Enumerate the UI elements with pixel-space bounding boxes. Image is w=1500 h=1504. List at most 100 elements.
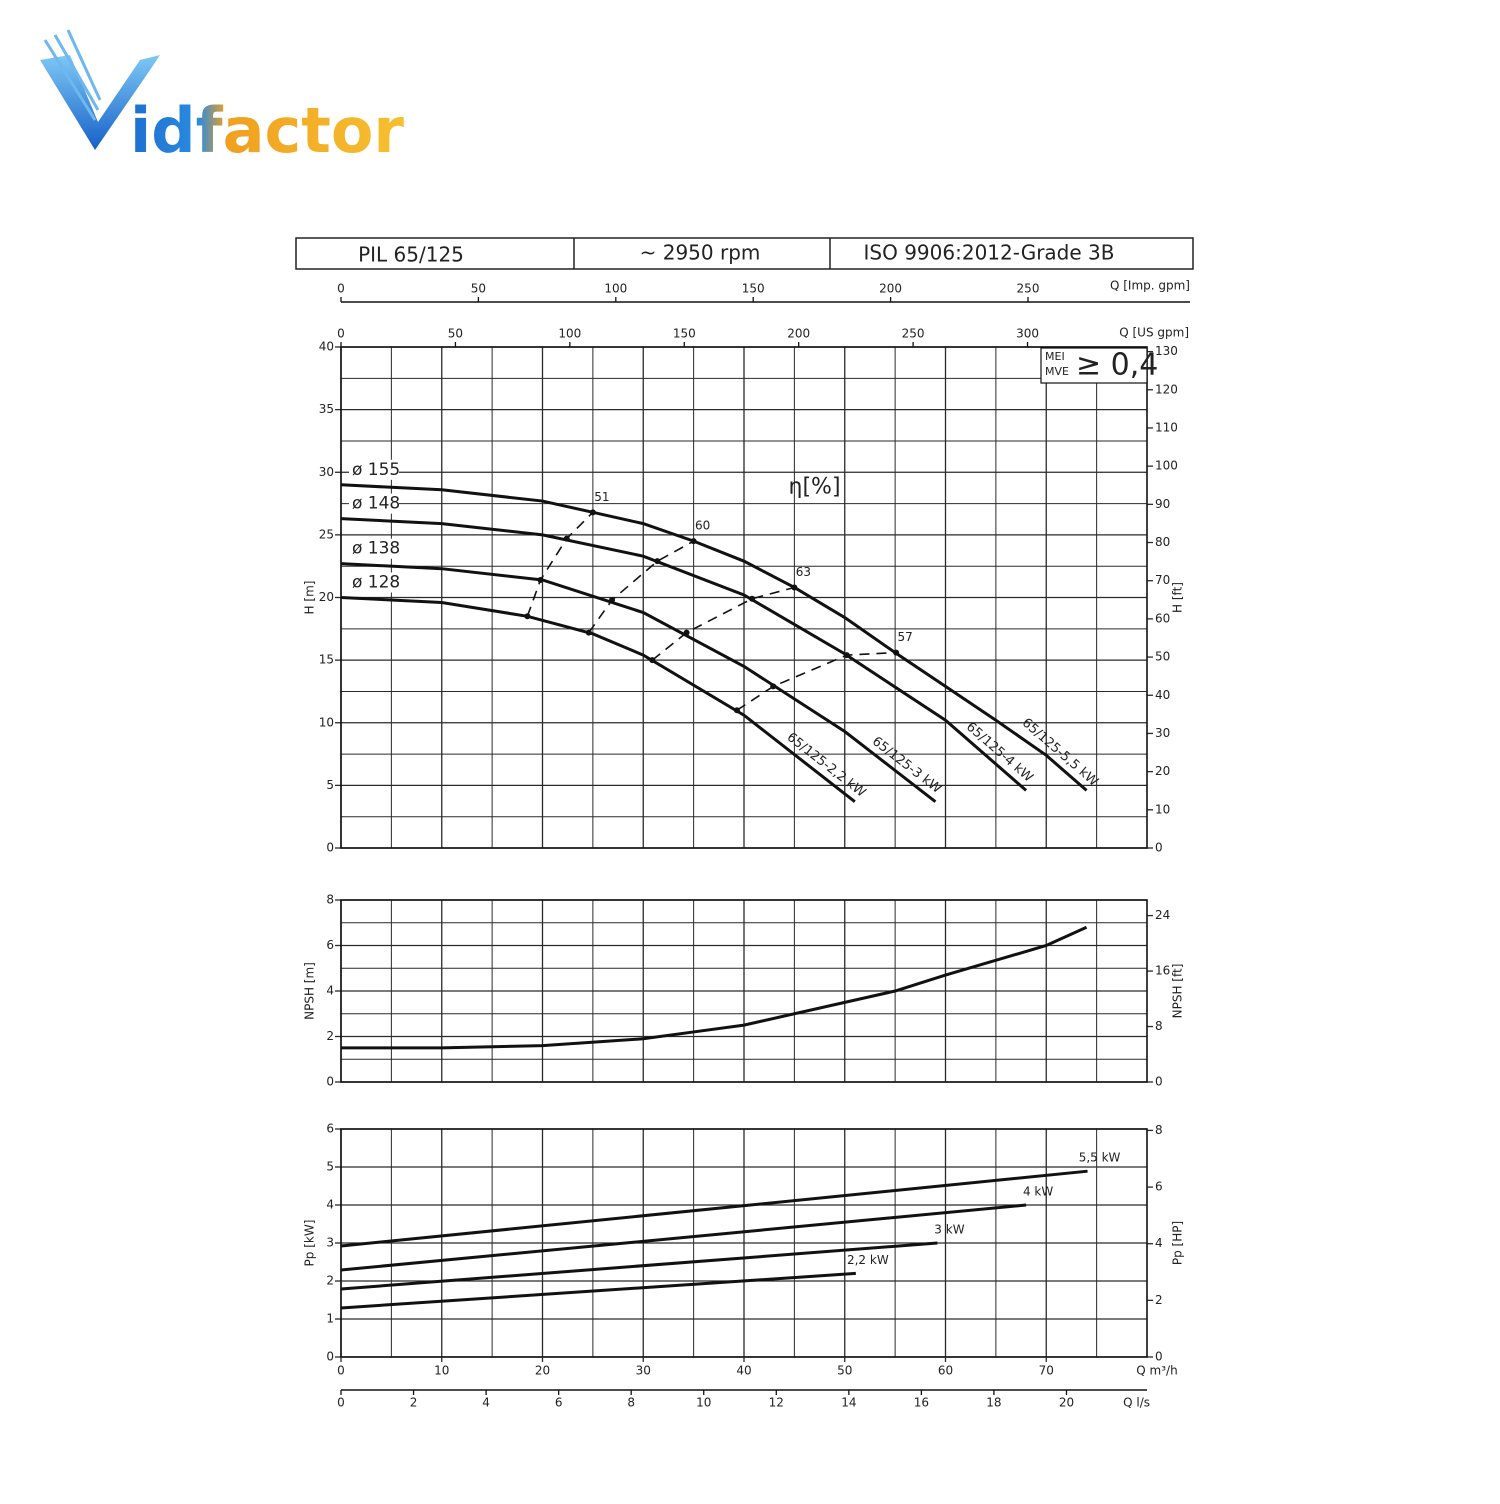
x-tick-label: 8 (627, 1396, 635, 1410)
x-tick-label: 100 (604, 282, 627, 296)
y2-tick-label: 6 (1155, 1180, 1163, 1194)
y-tick-label: 10 (319, 715, 334, 729)
diameter-label: ø 128 (352, 573, 400, 593)
curve (340, 562, 937, 803)
y2-tick-label: 50 (1155, 650, 1170, 664)
header-standard: ISO 9906:2012-Grade 3B (864, 241, 1115, 265)
y-tick-label: 3 (326, 1236, 334, 1250)
efficiency-point (791, 584, 798, 591)
x-tick-label: 70 (1039, 1364, 1054, 1378)
logo-rays (43, 29, 102, 121)
y2-tick-label: 120 (1155, 382, 1178, 396)
y-tick-label: 5 (326, 1160, 334, 1174)
y-tick-label: 0 (326, 1075, 334, 1089)
y-tick-label: 8 (326, 893, 334, 907)
curve (340, 483, 1088, 792)
curve (340, 596, 856, 803)
y2-tick-label: 4 (1155, 1236, 1163, 1250)
y-axis-title: H [m] (303, 581, 317, 615)
curve (341, 925, 1088, 1050)
x-tick-label: 100 (558, 327, 581, 341)
efficiency-point (690, 538, 697, 545)
x-tick-label: 16 (914, 1396, 929, 1410)
x-tick-label: 150 (673, 327, 696, 341)
y-tick-label: 6 (326, 938, 334, 952)
x-tick-label: 12 (769, 1396, 784, 1410)
x-tick-label: 50 (448, 327, 463, 341)
y-tick-label: 0 (326, 1350, 334, 1364)
x-tick-label: 200 (879, 282, 902, 296)
x-tick-label: 2 (410, 1396, 418, 1410)
curve (340, 517, 1028, 792)
x-tick-label: 14 (841, 1396, 856, 1410)
y-tick-label: 25 (319, 527, 334, 541)
y2-tick-label: 60 (1155, 611, 1170, 625)
y2-tick-label: 8 (1155, 1123, 1163, 1137)
x-axis-title: Q l/s (1123, 1396, 1150, 1410)
logo: idfactor (40, 29, 404, 167)
power-label: 3 kW (934, 1223, 964, 1237)
x-tick-label: 50 (471, 282, 486, 296)
y2-tick-label: 2 (1155, 1293, 1163, 1307)
y2-tick-label: 90 (1155, 497, 1170, 511)
efficiency-point (609, 597, 616, 604)
efficiency-point (563, 535, 570, 542)
badge-line: MVE (1045, 365, 1069, 378)
power-label: 4 kW (1023, 1185, 1053, 1199)
y-tick-label: 5 (326, 778, 334, 792)
x-tick-label: 10 (696, 1396, 711, 1410)
curve (340, 1203, 1027, 1272)
y-tick-label: 4 (326, 984, 334, 998)
y2-tick-label: 16 (1155, 964, 1170, 978)
efficiency-line (736, 651, 897, 711)
y-tick-label: 20 (319, 590, 334, 604)
efficiency-point (683, 629, 690, 636)
y-tick-label: 6 (326, 1122, 334, 1136)
label-bg (349, 538, 399, 559)
efficiency-value: 63 (796, 565, 811, 579)
y2-axis-title: NPSH [ft] (1171, 964, 1185, 1019)
y2-tick-label: 130 (1155, 344, 1178, 358)
efficiency-title: η[%] (789, 474, 841, 499)
y-axis-title: NPSH [m] (303, 962, 317, 1020)
power-label: 5,5 kW (1079, 1151, 1121, 1165)
efficiency-point (654, 558, 661, 565)
y2-tick-label: 30 (1155, 726, 1170, 740)
x-axis-title: Q [Imp. gpm] (1110, 279, 1190, 293)
label-bg (349, 459, 399, 480)
plot-frame (340, 899, 1148, 1083)
y2-tick-label: 110 (1155, 420, 1178, 434)
x-tick-label: 18 (986, 1396, 1001, 1410)
y2-axis-title: H [ft] (1171, 582, 1185, 613)
x-tick-label: 150 (742, 282, 765, 296)
y2-tick-label: 40 (1155, 688, 1170, 702)
diameter-label: ø 148 (352, 494, 400, 514)
y2-tick-label: 100 (1155, 459, 1178, 473)
efficiency-point (843, 652, 850, 659)
y2-axis-title: Pp [HP] (1171, 1221, 1185, 1265)
y2-tick-label: 10 (1155, 802, 1170, 816)
logo-text: idfactor (130, 94, 404, 167)
x-tick-label: 10 (434, 1364, 449, 1378)
efficiency-point (537, 576, 544, 583)
y-tick-label: 1 (326, 1312, 334, 1326)
y2-tick-label: 0 (1155, 841, 1163, 855)
motor-label: 65/125-3 kW (869, 734, 944, 797)
x-tick-label: 0 (337, 1396, 345, 1410)
y2-tick-label: 80 (1155, 535, 1170, 549)
y-tick-label: 15 (319, 653, 334, 667)
efficiency-value: 51 (594, 490, 609, 504)
y-tick-label: 0 (326, 841, 334, 855)
efficiency-point (770, 683, 777, 690)
efficiency-value: 60 (695, 519, 710, 533)
efficiency-point (585, 629, 592, 636)
efficiency-point (893, 649, 900, 656)
efficiency-point (524, 613, 531, 620)
y-tick-label: 30 (319, 465, 334, 479)
y-tick-label: 2 (326, 1029, 334, 1043)
y-tick-label: 35 (319, 402, 334, 416)
badge-box (1040, 347, 1148, 384)
efficiency-line (526, 511, 594, 617)
y-axis-title: Pp [kW] (303, 1220, 317, 1267)
